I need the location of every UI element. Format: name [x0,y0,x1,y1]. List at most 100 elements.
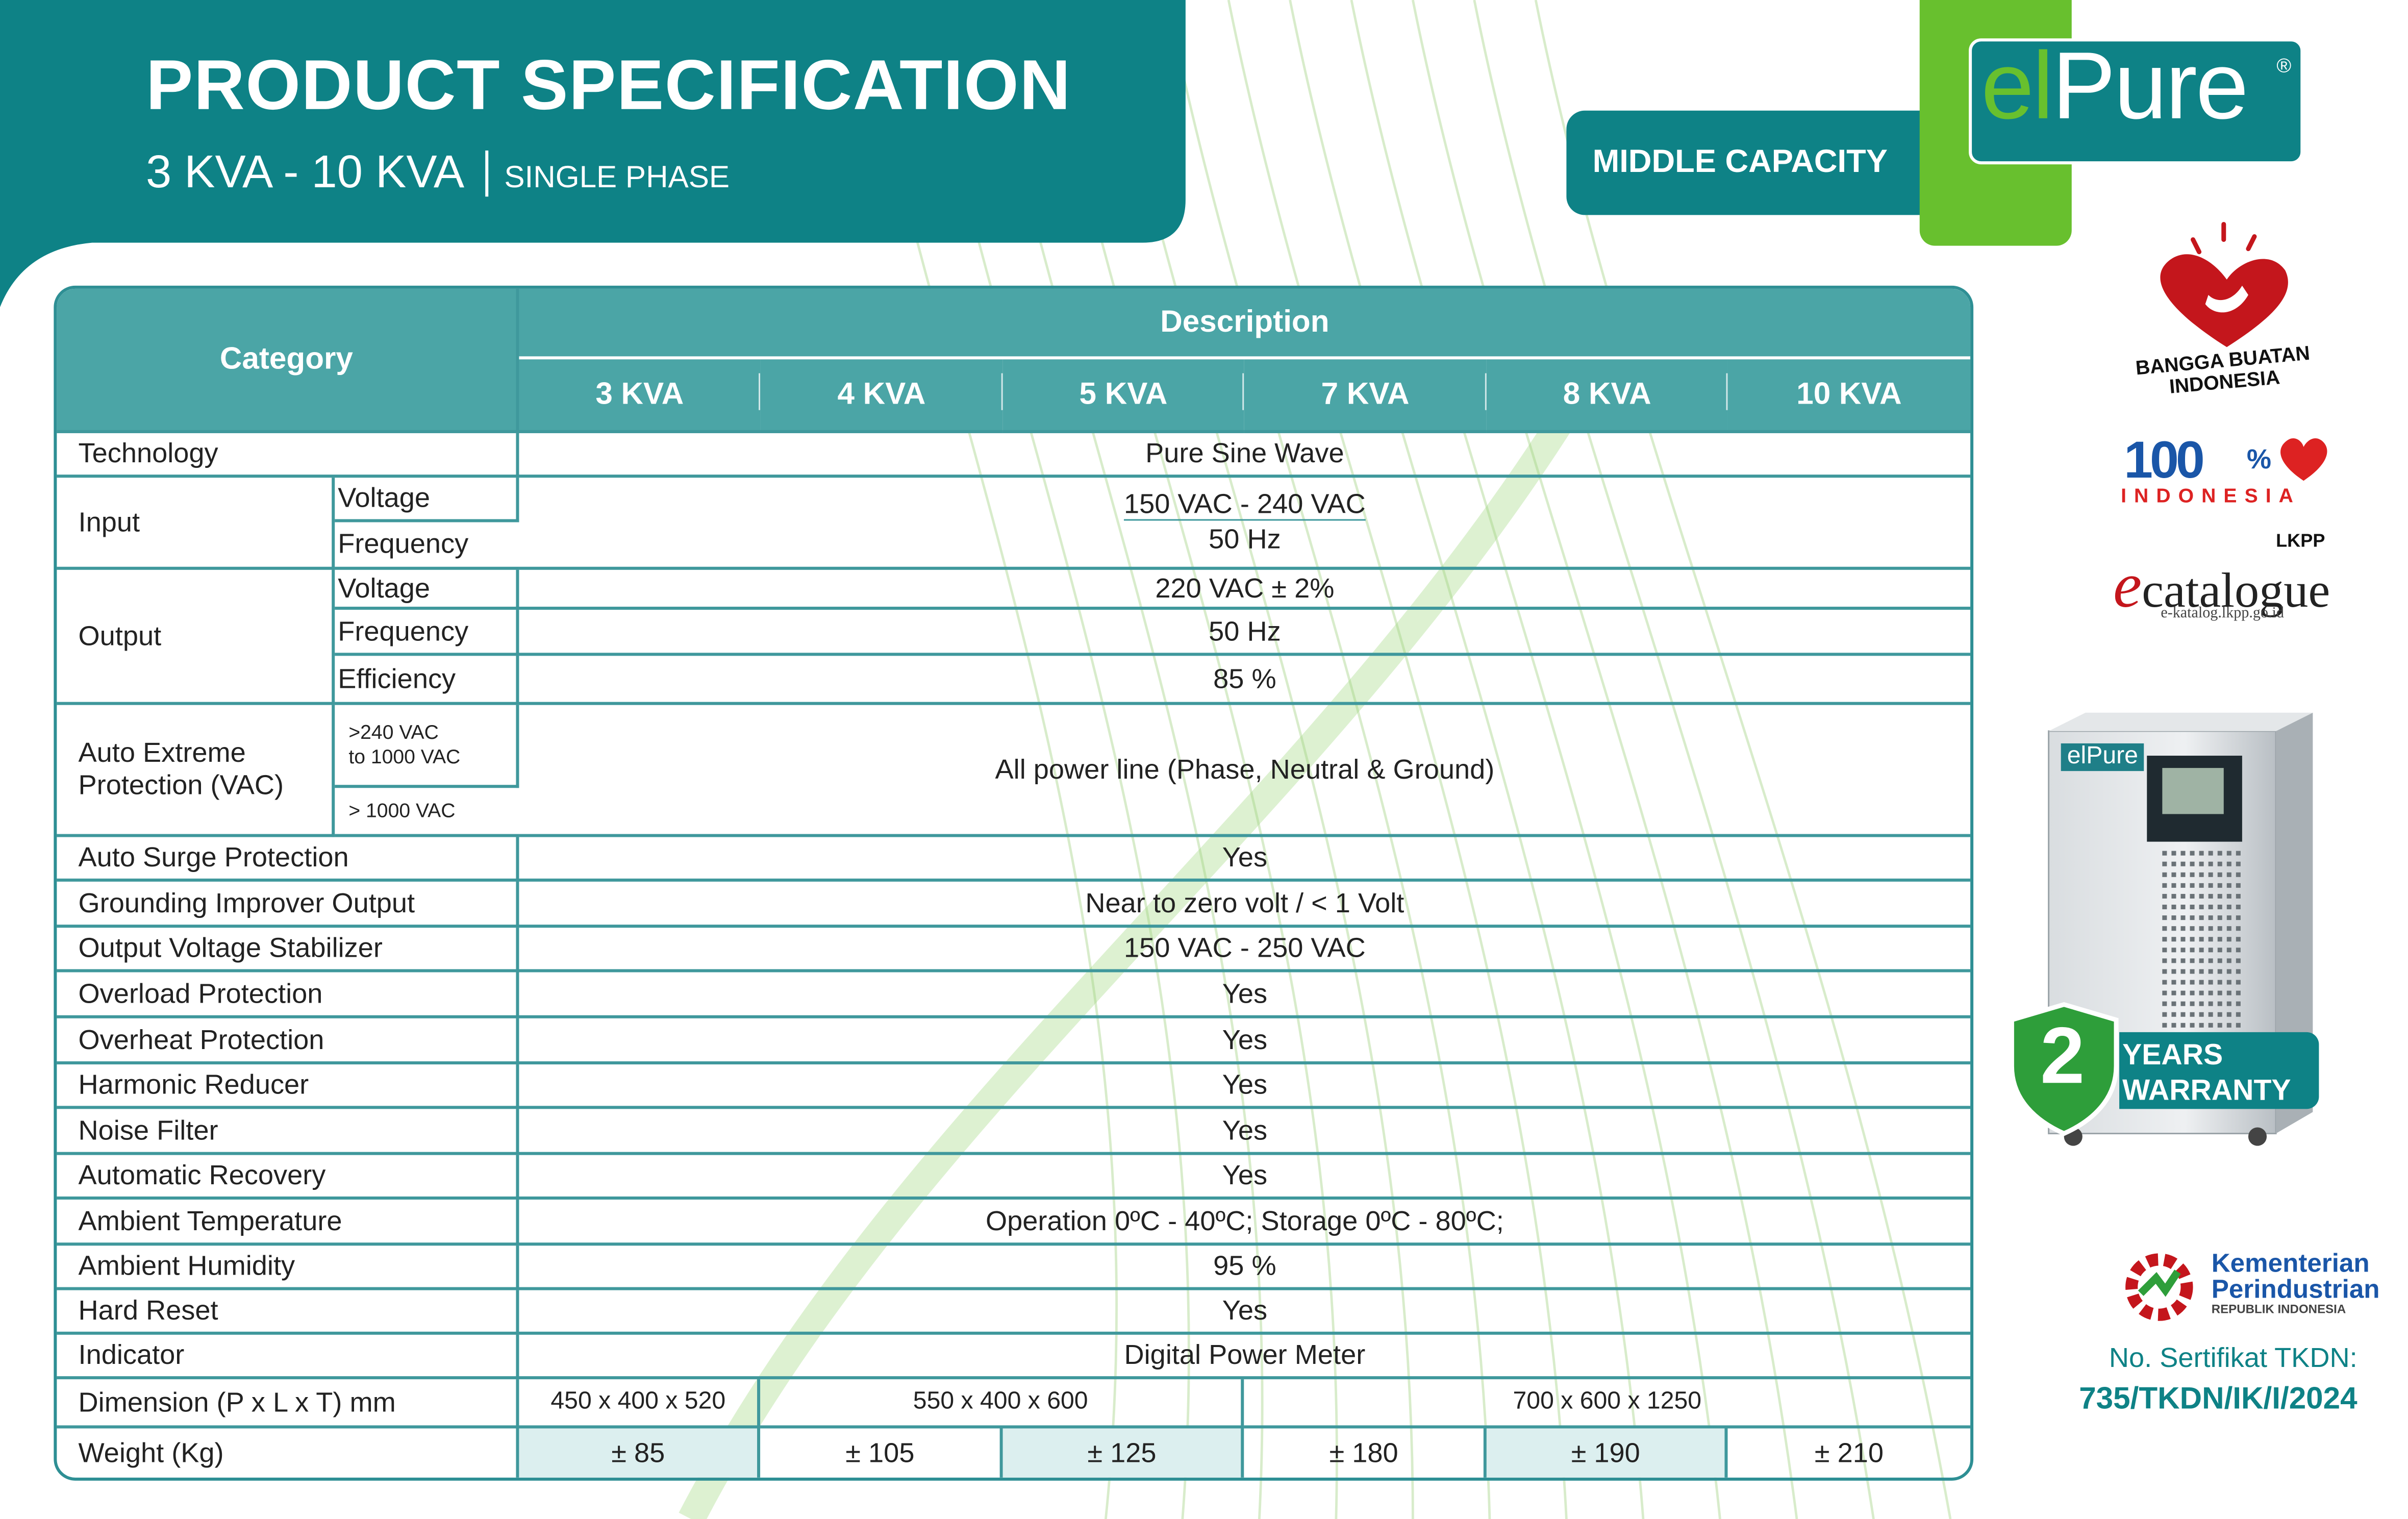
range-line: to 1000 VAC [348,744,461,768]
kva-column-3: 3 KVA [519,359,761,433]
row-value: Yes [519,1018,1971,1065]
registered-mark: ® [2276,54,2292,77]
row-value: 95 % [519,1246,1971,1290]
ecatalogue-url: e-katalog.lkpp.go.id [2161,605,2284,622]
table-row: > 1000 VAC [57,788,1970,837]
row-value: Yes [519,972,1971,1018]
table-row: Efficiency 85 % [57,656,1971,705]
table-row: Grounding Improver Output Near to zero vo… [57,881,1971,928]
weight-value: ± 125 [1002,1428,1244,1478]
device-logo: elPure [2061,743,2144,771]
kva-column-5: 5 KVA [1002,359,1244,433]
row-label: Input [57,478,335,570]
ministry-country: REPUBLIK INDONESIA [2211,1302,2346,1316]
sub-label: Frequency [335,522,519,570]
kva-column-7: 7 KVA [1244,359,1487,433]
row-value: Digital Power Meter [519,1335,1971,1380]
logo-prefix: el [1981,34,2053,140]
ecatalogue-logo: ecatalogue [2113,550,2330,624]
hundred-percent-indonesia-badge: 100 % INDONESIA [2121,431,2332,507]
table-row: Technology Pure Sine Wave [57,433,1971,478]
row-value: 150 VAC - 250 VAC [519,928,1971,973]
logo-wordmark: elPure [1981,32,2248,141]
dimension-value: 700 x 600 x 1250 [1244,1379,1971,1429]
row-value: Pure Sine Wave [519,433,1971,478]
row-label: Overheat Protection [57,1018,519,1065]
label-line: Protection (VAC) [78,769,284,801]
lkpp-label: LKPP [2276,530,2325,552]
table-row: Overheat Protection Yes [57,1018,1971,1065]
warranty-line2: WARRANTY [2122,1075,2291,1108]
kva-column-10: 10 KVA [1727,359,1971,433]
row-value: 50 Hz [519,610,1971,656]
percent-sign: % [2246,443,2272,475]
shield-icon [2009,1002,2119,1136]
input-voltage-value: 150 VAC - 240 VAC [1123,488,1366,519]
table-row: Input Voltage 150 VAC - 240 VAC 50 Hz [57,478,1971,570]
row-label: Grounding Improver Output [57,881,519,928]
sub-label: > 1000 VAC [335,788,519,837]
ecat-word: catalogue [2142,562,2330,618]
ministry-name: Kementerian Perindustrian [2212,1250,2380,1302]
row-value: 85 % [519,656,1971,705]
kva-column-4: 4 KVA [760,359,1003,433]
divider [486,150,489,197]
indonesia-word: INDONESIA [2121,484,2301,507]
sub-label: Voltage [335,569,519,610]
row-label: Automatic Recovery [57,1155,519,1200]
table-row: Harmonic Reducer Yes [57,1064,1971,1109]
table-row: Frequency 50 Hz [57,610,1971,656]
row-value: Yes [519,1064,1971,1109]
input-values: 150 VAC - 240 VAC 50 Hz [519,478,1971,570]
row-value: Near to zero volt / < 1 Volt [519,882,1971,928]
row-label: Dimension (P x L x T) mm [57,1379,519,1429]
weight-value: ± 85 [519,1428,761,1478]
row-value: 220 VAC ± 2% [519,570,1971,610]
table-row: Output Voltage 220 VAC ± 2% [57,569,1971,705]
page-title: PRODUCT SPECIFICATION [145,44,1071,124]
sub-label: >240 VAC to 1000 VAC [335,705,519,788]
sub-label: Frequency [335,610,519,656]
input-frequency-value: 50 Hz [1209,524,1281,555]
warranty-badge: YEARS WARRANTY [2119,1032,2319,1109]
label-line: Auto Extreme [78,737,246,768]
table-row: Auto Extreme Protection (VAC) >240 VAC t… [57,705,1971,837]
row-value: Operation 0ºC - 40ºC; Storage 0ºC - 80ºC… [519,1200,1971,1246]
weight-value: ± 190 [1486,1428,1728,1478]
row-label: Auto Extreme Protection (VAC) [57,705,335,837]
kva-column-8: 8 KVA [1486,359,1728,433]
row-value: Yes [519,1155,1971,1200]
table-row: Frequency [57,522,1970,570]
warranty-years-number: 2 [2040,1012,2085,1102]
table-row: Auto Surge Protection Yes [57,837,1971,882]
row-label: Output Voltage Stabilizer [57,928,519,973]
table-row: Noise Filter Yes [57,1109,1971,1155]
row-label: Ambient Humidity [57,1246,519,1290]
dimension-value: 450 x 400 x 520 [519,1379,761,1429]
warranty-line1: YEARS [2122,1039,2223,1073]
table-row: Dimension (P x L x T) mm 450 x 400 x 520… [57,1379,1971,1429]
weight-value: ± 210 [1814,1437,1884,1468]
row-label: Harmonic Reducer [57,1064,519,1109]
table-row: Automatic Recovery Yes [57,1155,1971,1200]
category-header: Category [57,288,519,433]
row-value: Yes [519,1109,1971,1155]
row-value: Yes [519,1290,1971,1335]
range-line: >240 VAC [348,720,439,743]
row-label: Noise Filter [57,1109,519,1155]
dimension-value: 550 x 400 x 600 [760,1379,1244,1429]
row-label: Output [57,569,335,705]
hundred-number: 100 [2124,431,2205,490]
table-row: Hard Reset Yes [57,1290,1971,1335]
table-row: Ambient Temperature Operation 0ºC - 40ºC;… [57,1199,1971,1246]
ministry-line2: Perindustrian [2211,1275,2380,1304]
sub-label: Efficiency [335,656,519,705]
ministry-line1: Kementerian [2211,1249,2370,1278]
ministry-gear-icon [2125,1253,2193,1321]
row-label: Indicator [57,1334,519,1380]
ecat-e: e [2113,551,2142,622]
certificate-label: No. Sertifikat TKDN: [2109,1342,2357,1374]
row-label: Overload Protection [57,972,519,1018]
table-row: Overload Protection Yes [57,972,1971,1018]
